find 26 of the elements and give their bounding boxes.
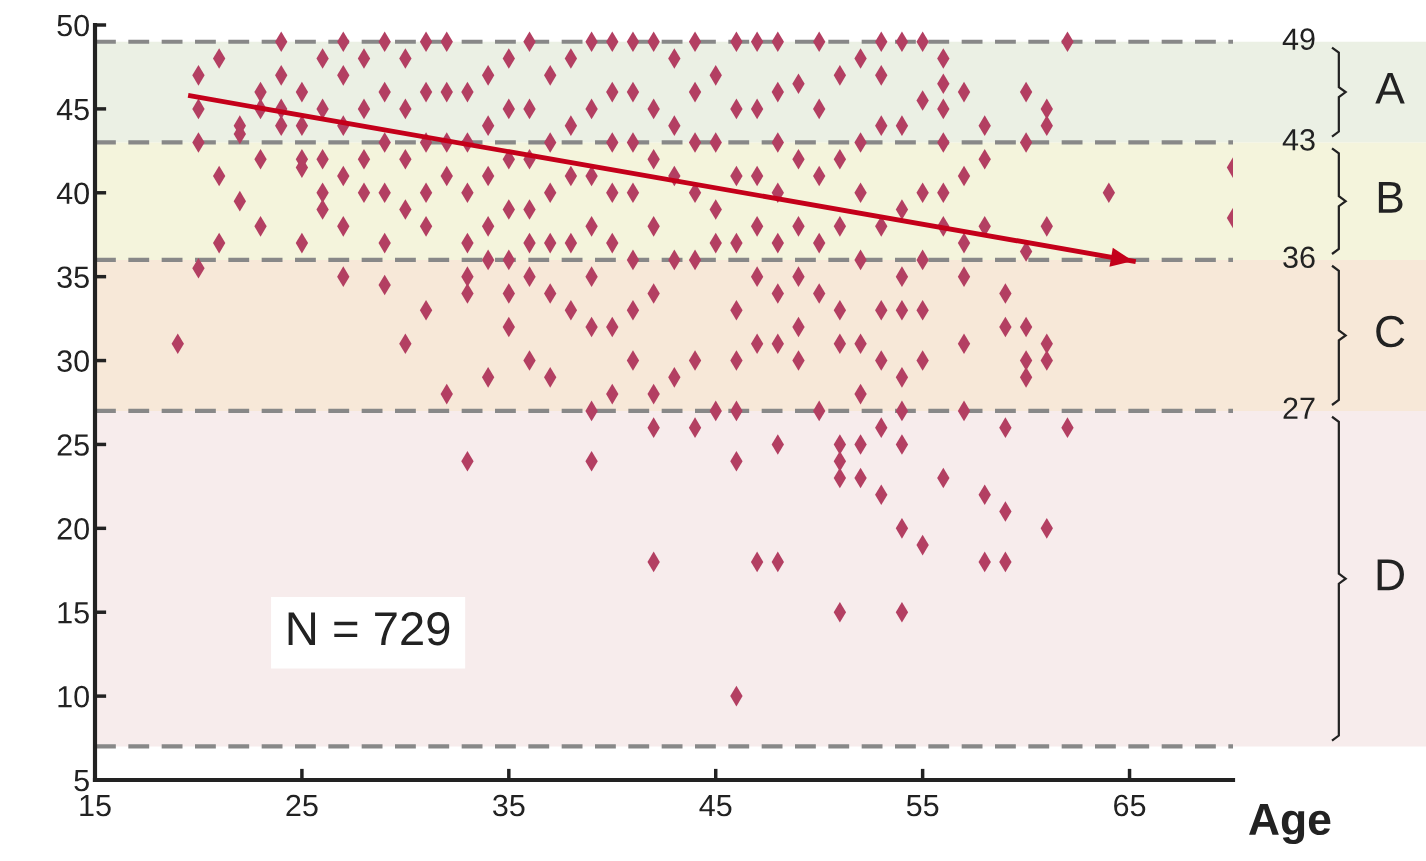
x-tick-label: 65 — [1114, 794, 1146, 817]
y-tick-label: 25 — [57, 434, 89, 456]
band-label: C — [1376, 315, 1405, 348]
y-tick-label: 20 — [57, 518, 89, 540]
x-tick-label: 55 — [906, 795, 939, 817]
x-tick-label: 45 — [699, 795, 732, 817]
y-tick-label: 30 — [57, 350, 89, 372]
ref-line-label: 49 — [1282, 28, 1315, 50]
x-axis-title: Age — [1249, 804, 1331, 845]
y-tick-label: 10 — [58, 685, 89, 708]
band-label: A — [1375, 73, 1405, 104]
x-tick-label: 35 — [492, 794, 525, 817]
band-label: B — [1378, 182, 1403, 213]
annotation: N = 729 — [288, 612, 450, 646]
ref-line-label: 36 — [1283, 246, 1315, 269]
y-tick-label: 35 — [57, 266, 89, 289]
y-tick-label: 45 — [56, 98, 89, 121]
y-tick-label: 15 — [58, 602, 89, 624]
y-tick-label: 5 — [74, 770, 89, 792]
ref-line-label: 43 — [1282, 129, 1315, 151]
ref-line-label: 27 — [1283, 397, 1315, 419]
y-tick-label: 40 — [56, 182, 89, 205]
x-tick-label: 15 — [80, 795, 111, 817]
x-tick-label: 25 — [286, 794, 318, 817]
band-label: D — [1377, 559, 1404, 591]
y-tick-label: 50 — [57, 14, 89, 37]
